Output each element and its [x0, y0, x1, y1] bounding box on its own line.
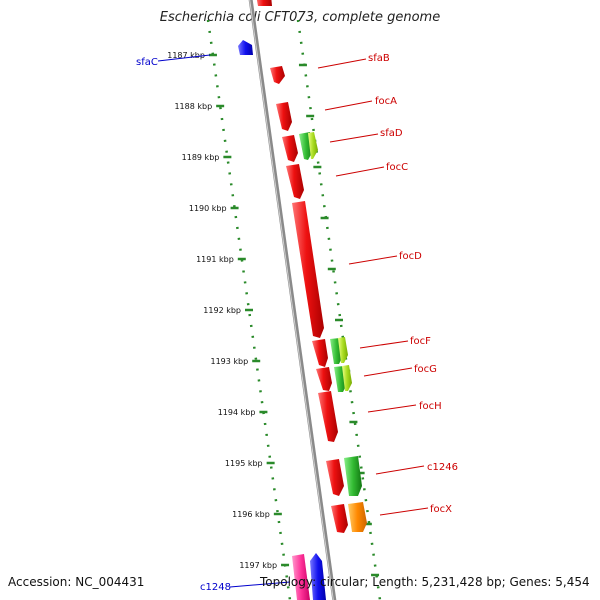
leader-focG [363, 367, 413, 377]
gene-c1246-red[interactable] [326, 459, 344, 496]
gene-label-focH[interactable]: focH [419, 401, 442, 412]
scale-label: 1191 kbp [196, 255, 234, 264]
gene-c1246[interactable] [344, 456, 362, 496]
leader-sfaC [157, 54, 211, 62]
scale-label: 1196 kbp [232, 510, 270, 519]
gene-focC-2[interactable] [286, 164, 304, 199]
gene-sfaD-b[interactable] [308, 132, 318, 159]
gene-focX[interactable] [348, 502, 367, 532]
scale-label: 1190 kbp [189, 204, 227, 213]
scale-label: 1189 kbp [182, 153, 220, 162]
genome-backbone [248, 0, 337, 600]
forward-genes [256, 0, 367, 533]
scale-label: 1197 kbp [239, 561, 277, 570]
gene-sfaB[interactable] [270, 66, 285, 84]
leader-sfaB [317, 58, 367, 69]
leader-c1248 [229, 581, 291, 588]
gene-label-sfaC[interactable]: sfaC [136, 57, 158, 68]
scale-label: 1188 kbp [174, 102, 212, 111]
leader-focA [324, 100, 373, 111]
gene-c1248[interactable] [310, 553, 326, 600]
scale-label: 1194 kbp [218, 408, 256, 417]
gene-top-red[interactable] [256, 0, 272, 6]
genome-summary-text: Topology: circular; Length: 5,231,428 bp… [260, 575, 590, 589]
gene-label-c1246[interactable]: c1246 [427, 462, 458, 473]
gene-focF-red[interactable] [312, 339, 328, 367]
gene-focH[interactable] [318, 391, 338, 442]
scale-label-group: 1187 kbp 1188 kbp 1189 kbp 1190 kbp 1191 kbp… [167, 51, 277, 570]
leader-c1246 [375, 465, 425, 475]
gene-sfaC[interactable] [238, 40, 253, 55]
leader-focD [348, 255, 398, 265]
gene-focG-red[interactable] [316, 367, 332, 391]
scale-label: 1195 kbp [225, 459, 263, 468]
accession-text: Accession: NC_004431 [8, 575, 145, 589]
reverse-genes [238, 40, 326, 600]
gene-label-sfaD[interactable]: sfaD [380, 128, 403, 139]
scale-label: 1193 kbp [211, 357, 249, 366]
gene-label-focF[interactable]: focF [410, 336, 431, 347]
leader-focH [367, 404, 417, 413]
genome-backbone-highlight [249, 0, 334, 600]
gene-focC-1[interactable] [282, 135, 298, 162]
gene-label-focC[interactable]: focC [386, 162, 408, 173]
gene-focD[interactable] [292, 201, 324, 338]
gene-label-focG[interactable]: focG [414, 364, 437, 375]
map-title: Escherichia coli CFT073, complete genome [159, 10, 441, 25]
gene-label-c1248[interactable]: c1248 [200, 582, 231, 593]
leader-focC [335, 166, 385, 177]
gene-c1248-pink[interactable] [292, 554, 310, 600]
gene-label-sfaB[interactable]: sfaB [368, 53, 390, 64]
gene-focF-b[interactable] [338, 337, 348, 363]
scale-label: 1192 kbp [203, 306, 241, 315]
gene-focG-b[interactable] [342, 365, 352, 391]
scale-label: 1187 kbp [167, 51, 205, 60]
leader-sfaD [329, 133, 379, 143]
gene-label-focX[interactable]: focX [430, 504, 452, 515]
leader-focX [379, 507, 429, 516]
gene-label-focD[interactable]: focD [399, 251, 422, 262]
gene-label-focA[interactable]: focA [375, 96, 397, 107]
gene-label-group: sfaC sfaB focA sfaD focC focD focF focG … [136, 53, 458, 593]
gene-focA[interactable] [276, 102, 292, 131]
gene-focX-red[interactable] [331, 504, 348, 533]
leader-focF [359, 340, 409, 349]
